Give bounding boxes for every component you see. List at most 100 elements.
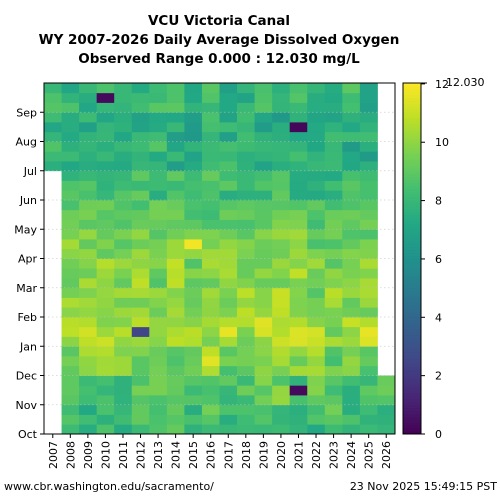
heatmap-cell (166, 151, 185, 162)
heatmap-cell (254, 278, 273, 289)
heatmap-cell (96, 365, 115, 376)
heatmap-cell (166, 297, 185, 308)
heatmap-cell (237, 170, 255, 181)
heatmap-cell (272, 385, 291, 396)
colorbar-segment (403, 103, 421, 107)
heatmap-cell (342, 161, 361, 172)
heatmap-cell (79, 219, 98, 230)
heatmap-cell (254, 92, 273, 103)
x-tick-label: 2023 (328, 441, 341, 469)
heatmap-cell (219, 239, 238, 250)
heatmap-cell (79, 141, 98, 152)
colorbar-segment (403, 246, 421, 251)
colorbar-segment (403, 401, 421, 406)
heatmap-cell (166, 239, 185, 250)
heatmap-cell (61, 365, 80, 376)
heatmap-cell (79, 112, 98, 123)
heatmap-cell (272, 278, 291, 289)
heatmap-cell (342, 346, 361, 357)
x-tick-label: 2011 (117, 441, 130, 469)
heatmap-cell (61, 170, 80, 181)
heatmap-cells (44, 83, 396, 435)
heatmap-cell (184, 346, 203, 357)
colorbar-tick-label: 12 (435, 78, 449, 91)
heatmap-cell (272, 83, 291, 94)
heatmap-cell (61, 307, 80, 318)
heatmap-cell (184, 365, 203, 376)
heatmap-cell (61, 336, 80, 347)
heatmap-cell (359, 258, 378, 269)
heatmap-cell (272, 190, 291, 201)
heatmap-cell (342, 356, 361, 367)
heatmap-cell (237, 229, 255, 240)
heatmap-cell (219, 141, 238, 152)
heatmap-cell (307, 92, 326, 103)
heatmap-cell (114, 375, 133, 386)
heatmap-cell (254, 424, 273, 435)
heatmap-cell (166, 258, 185, 269)
heatmap-cell (307, 375, 326, 386)
heatmap-cell (219, 268, 238, 279)
heatmap-cell (201, 200, 220, 211)
heatmap-cell (184, 122, 203, 133)
colorbar-segment (403, 325, 421, 330)
colorbar-segment (403, 410, 421, 415)
heatmap-cell (237, 122, 255, 133)
colorbar-segment (403, 305, 421, 309)
heatmap-cell (342, 190, 361, 201)
heatmap-cell (61, 161, 80, 172)
heatmap-cell (166, 141, 185, 152)
colorbar-segment (403, 159, 421, 163)
colorbar-segment (403, 91, 421, 96)
heatmap-cell (184, 112, 203, 123)
heatmap-cell (96, 83, 115, 94)
heatmap-cell (166, 385, 185, 396)
heatmap-cell (254, 307, 273, 318)
heatmap-cell (237, 239, 255, 250)
heatmap-cell (79, 268, 98, 279)
colorbar-segment (403, 378, 421, 382)
heatmap-cell (131, 112, 150, 123)
heatmap-cell (166, 122, 185, 133)
heatmap-cell (289, 209, 308, 220)
heatmap-cell (149, 336, 168, 347)
heatmap-cell (79, 180, 98, 191)
heatmap-cell (114, 180, 133, 191)
heatmap-cell (201, 180, 220, 191)
heatmap-cell (201, 122, 220, 133)
heatmap-cell (149, 170, 168, 181)
heatmap-cell (149, 307, 168, 318)
heatmap-cell (184, 219, 203, 230)
heatmap-cell (254, 336, 273, 347)
heatmap-cell (219, 278, 238, 289)
heatmap-cell (166, 180, 185, 191)
colorbar-segment (403, 176, 421, 181)
heatmap-cell (324, 112, 343, 123)
colorbar-segment (403, 369, 421, 374)
colorbar-segment (403, 355, 421, 359)
heatmap-cell (201, 395, 220, 406)
heatmap-cell (201, 229, 220, 240)
heatmap-cell (79, 229, 98, 240)
colorbar-segment (403, 337, 421, 341)
heatmap-cell (254, 268, 273, 279)
heatmap-cell (149, 287, 168, 298)
heatmap-cell (131, 92, 150, 103)
heatmap-cell (254, 258, 273, 269)
heatmap-cell (359, 122, 378, 133)
heatmap-cell (201, 385, 220, 396)
colorbar-segment (403, 94, 421, 99)
heatmap-cell (324, 336, 343, 347)
heatmap-cell (79, 278, 98, 289)
heatmap-cell (219, 375, 238, 386)
heatmap-cell (184, 317, 203, 328)
heatmap-cell (307, 141, 326, 152)
chart-title-line-3: Observed Range 0.000 : 12.030 mg/L (78, 51, 360, 67)
heatmap-cell (237, 131, 255, 142)
heatmap-cell (96, 161, 115, 172)
heatmap-cell (166, 248, 185, 259)
colorbar-segment (403, 363, 421, 368)
heatmap-cell (114, 297, 133, 308)
heatmap-cell (201, 375, 220, 386)
heatmap-cell (131, 375, 150, 386)
